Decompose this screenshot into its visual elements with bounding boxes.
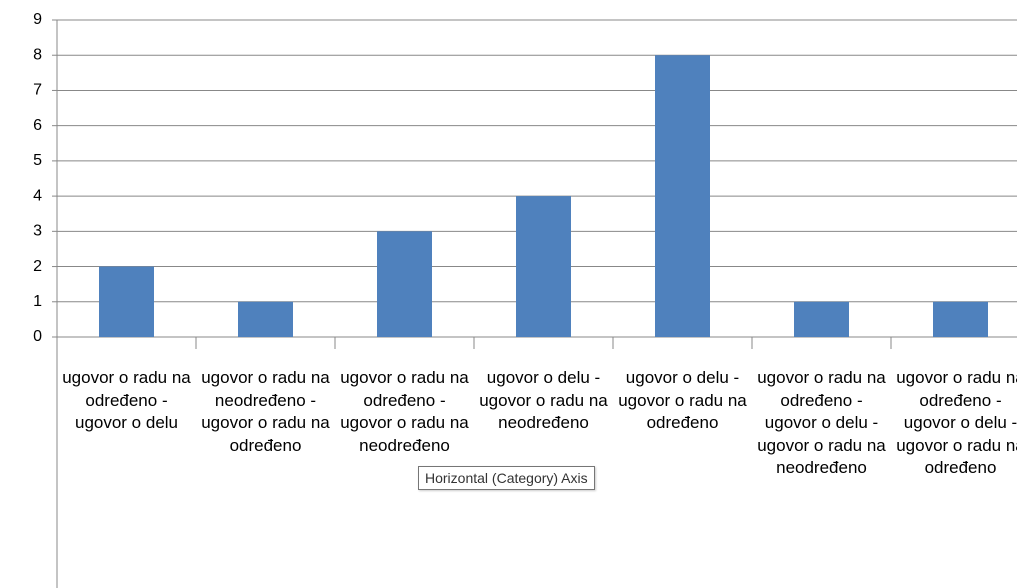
y-tick-label: 0 [33,328,42,345]
bar [99,266,154,337]
bar [655,55,710,337]
x-tick-label: ugovor o radu na neodređeno - ugovor o r… [201,368,330,455]
x-tick-label: ugovor o delu - ugovor o radu na određen… [618,368,747,432]
y-tick-label: 1 [33,293,42,310]
x-tick-label: ugovor o radu na određeno - ugovor o del… [62,368,191,432]
bar [794,301,849,337]
tooltip: Horizontal (Category) Axis [418,466,595,490]
bar [933,301,988,337]
y-tick-label: 8 [33,46,42,63]
y-tick-label: 6 [33,117,42,134]
y-tick-label: 7 [33,82,42,99]
bar [238,301,293,337]
y-tick-label: 9 [33,11,42,28]
x-tick-label: ugovor o radu na određeno - ugovor o rad… [340,368,469,455]
x-tick-label: ugovor o radu na određeno - ugovor o del… [757,368,886,477]
y-tick-label: 2 [33,258,42,275]
y-tick-label: 4 [33,187,42,204]
x-tick-label: ugovor o radu na određeno - ugovor o del… [896,368,1017,477]
x-tick-label: ugovor o delu - ugovor o radu na neodređ… [479,368,608,432]
y-tick-label: 5 [33,152,42,169]
y-tick-label: 3 [33,223,42,240]
bar [377,231,432,337]
bar [516,196,571,337]
